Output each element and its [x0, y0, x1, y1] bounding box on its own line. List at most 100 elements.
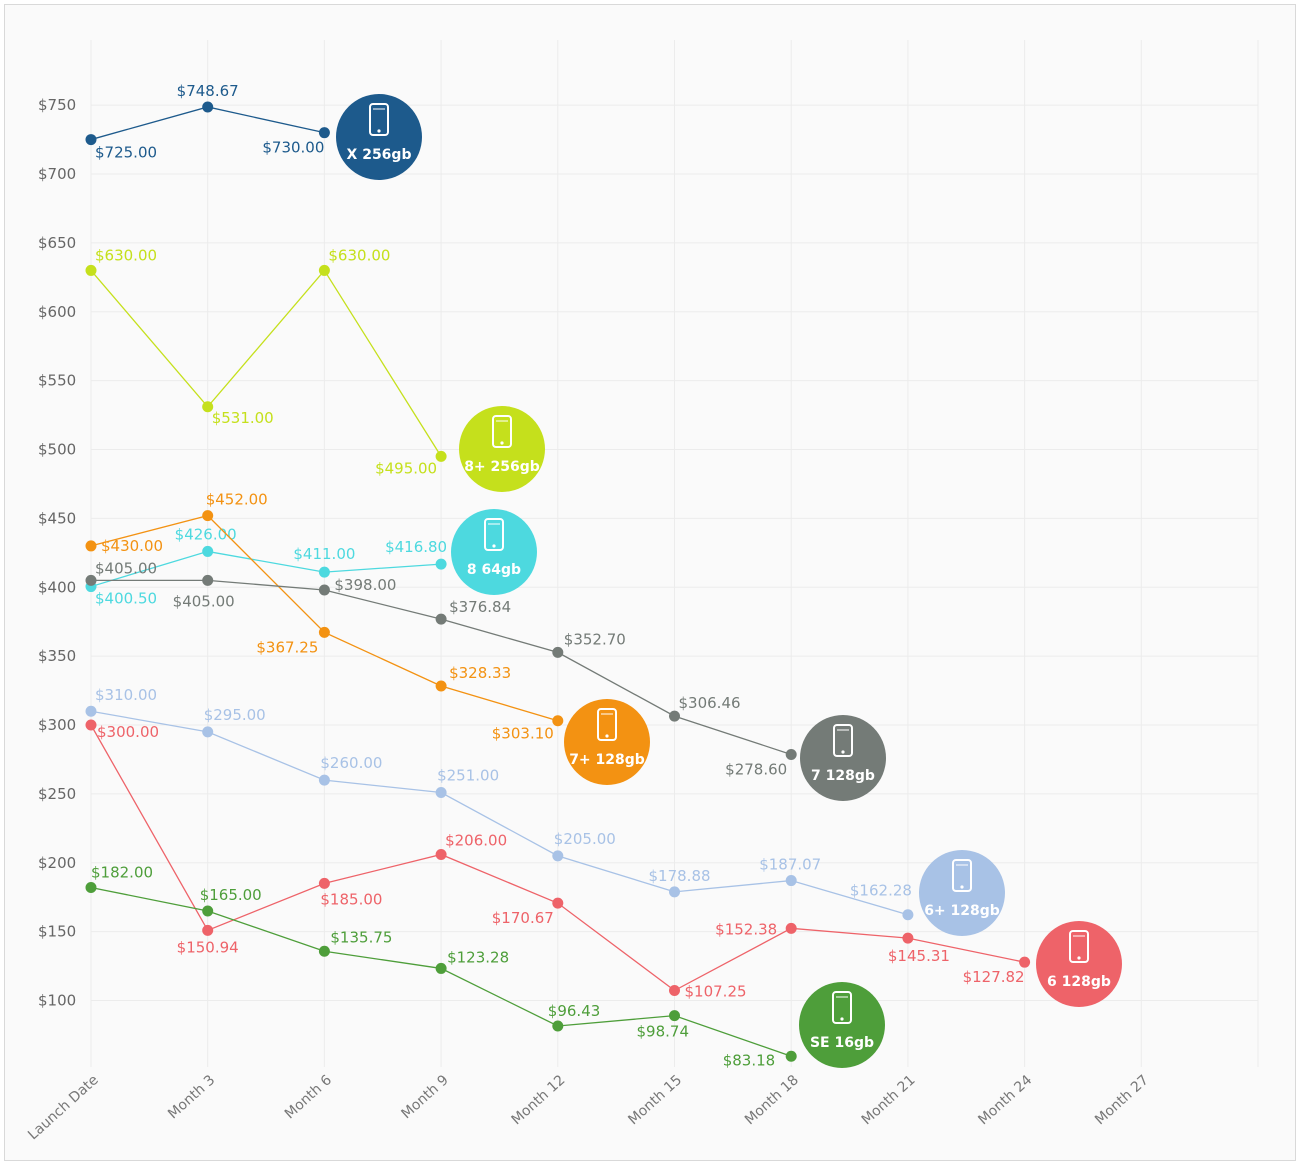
data-label: $278.60 [725, 760, 787, 778]
series-badge-label: 6+ 128gb [924, 903, 1000, 919]
y-tick-label: $500 [38, 441, 76, 459]
phone-icon-button [500, 441, 504, 445]
data-point [785, 922, 797, 934]
series-line [90, 269, 442, 457]
data-point [552, 850, 564, 862]
data-label: $725.00 [95, 144, 157, 162]
series-badge [1036, 921, 1122, 1007]
data-label: $306.46 [679, 694, 741, 712]
data-label: $170.67 [492, 909, 554, 927]
phone-icon-button [841, 750, 845, 754]
data-point [435, 962, 447, 974]
data-label: $123.28 [447, 948, 509, 966]
series-badge-label: 8+ 256gb [464, 459, 540, 475]
data-label: $405.00 [173, 592, 235, 610]
data-point [318, 945, 330, 957]
series-badge [451, 509, 537, 595]
data-point [902, 932, 914, 944]
series-badge-label: 7+ 128gb [569, 752, 645, 768]
series-badge-label: 8 64gb [467, 562, 521, 578]
data-label: $182.00 [91, 864, 153, 882]
data-label: $730.00 [262, 139, 324, 157]
series-badge [800, 715, 886, 801]
data-point [318, 774, 330, 786]
data-label: $416.80 [385, 538, 447, 556]
data-label: $165.00 [200, 886, 262, 904]
phone-icon [1069, 930, 1089, 963]
y-tick-label: $700 [38, 165, 76, 183]
data-point [202, 726, 214, 738]
data-point [318, 877, 330, 889]
data-label: $430.00 [101, 537, 163, 555]
data-label: $367.25 [256, 638, 318, 656]
data-point [318, 584, 330, 596]
data-point [552, 715, 564, 727]
phone-icon-button [377, 129, 381, 133]
data-label: $96.43 [548, 1002, 601, 1020]
data-point [202, 905, 214, 917]
series-badge [336, 94, 422, 180]
data-label: $352.70 [564, 630, 626, 648]
data-point [318, 566, 330, 578]
phone-icon-button [492, 544, 496, 548]
data-label: $630.00 [95, 246, 157, 264]
y-tick-label: $350 [38, 647, 76, 665]
data-label: $376.84 [449, 598, 511, 616]
data-label: $150.94 [177, 938, 239, 956]
data-point [202, 510, 214, 522]
data-point [669, 710, 680, 722]
phone-icon-button [960, 885, 964, 889]
x-tick-label: Month 3 [165, 1072, 218, 1122]
x-tick-label: Month 21 [859, 1072, 919, 1128]
data-point [202, 924, 214, 936]
data-point [435, 558, 447, 570]
series-badge [919, 850, 1005, 936]
data-label: $405.00 [95, 559, 157, 577]
x-tick-label: Month 24 [975, 1072, 1035, 1128]
data-point [318, 127, 330, 139]
x-tick-label: Month 18 [742, 1072, 802, 1128]
data-label: $162.28 [850, 882, 912, 900]
data-point [435, 450, 447, 462]
series-badge [799, 982, 885, 1068]
data-point [202, 574, 214, 586]
data-point [785, 748, 797, 760]
data-label: $260.00 [320, 754, 382, 772]
data-label: $178.88 [649, 867, 711, 885]
phone-icon-button [840, 1017, 844, 1021]
data-point [552, 897, 564, 909]
series-line [90, 710, 909, 916]
y-tick-label: $650 [38, 234, 76, 252]
x-tick-label: Month 27 [1092, 1072, 1152, 1128]
data-point [85, 705, 97, 717]
data-point [202, 545, 214, 557]
phone-icon [832, 991, 852, 1024]
data-point [435, 613, 447, 625]
data-point [202, 101, 214, 113]
data-label: $452.00 [206, 491, 268, 509]
data-point [435, 848, 447, 860]
data-point [669, 1010, 680, 1022]
data-label: $187.07 [759, 856, 821, 874]
phone-icon [833, 724, 853, 757]
data-point [202, 401, 214, 413]
data-label: $206.00 [445, 831, 507, 849]
y-tick-label: $250 [38, 785, 76, 803]
data-point [669, 985, 680, 997]
data-point [435, 680, 447, 692]
series-badge-label: 7 128gb [811, 768, 875, 784]
data-point [85, 882, 97, 894]
data-label: $398.00 [334, 576, 396, 594]
y-tick-label: $300 [38, 716, 76, 734]
x-tick-label: Month 12 [509, 1072, 569, 1128]
series-badge-label: X 256gb [347, 147, 412, 163]
series-badge-label: 6 128gb [1047, 974, 1111, 990]
series-line [90, 550, 442, 588]
data-point [1019, 956, 1031, 968]
data-label: $310.00 [95, 686, 157, 704]
data-point [552, 646, 564, 658]
y-tick-label: $600 [38, 303, 76, 321]
y-tick-label: $750 [38, 96, 76, 114]
y-tick-label: $150 [38, 923, 76, 941]
data-label: $531.00 [212, 409, 274, 427]
